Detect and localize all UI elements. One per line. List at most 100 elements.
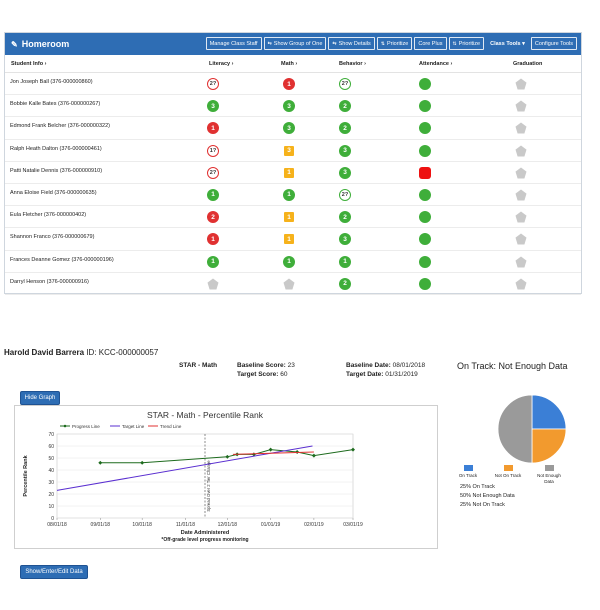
student-row[interactable]: Bobbie Kalle Bates (376-000000267) 3 3 2 [5, 95, 581, 118]
show-details-button[interactable]: ⇆ Show Details [328, 37, 375, 50]
math-score-badge[interactable]: 1 [284, 234, 294, 245]
behavior-score-badge[interactable]: 3 [339, 144, 351, 157]
progress-point[interactable] [268, 447, 273, 452]
pie-legend-item: Not Enough Data [534, 465, 564, 485]
literacy-score-badge[interactable]: 2? [207, 166, 219, 179]
behavior-score-badge[interactable]: 3 [339, 233, 351, 246]
student-row-name[interactable]: Shannon Franco (376-000000679) [10, 234, 95, 241]
literacy-score-badge[interactable]: 1 [207, 122, 219, 135]
behavior-score-badge[interactable]: 2 [339, 277, 351, 290]
configure-tools-button[interactable]: Configure Tools [530, 37, 577, 50]
literacy-score-badge[interactable]: 1? [207, 144, 219, 157]
attendance-status-icon[interactable] [419, 78, 431, 90]
series-line-1 [56, 445, 313, 491]
behavior-score-badge[interactable]: 2 [339, 100, 351, 113]
col-attendance[interactable]: Attendance › [419, 61, 452, 67]
literacy-score-badge[interactable]: 2 [207, 211, 219, 224]
pencil-icon[interactable]: ✎ [11, 39, 18, 49]
student-row[interactable]: Patti Natalie Dennis (376-000000910) 2? 1 3 [5, 162, 581, 184]
show-enter-edit-data-button[interactable]: Show/Enter/Edit Data [20, 565, 88, 579]
student-row-name[interactable]: Patti Natalie Dennis (376-000000910) [10, 167, 103, 174]
math-score-badge[interactable]: 1 [284, 212, 294, 223]
on-track-title: On Track: Not Enough Data [457, 361, 568, 371]
chart-title: STAR - Math - Percentile Rank [147, 410, 264, 420]
student-row[interactable]: Shannon Franco (376-000000679) 1 1 3 [5, 228, 581, 251]
col-student-info[interactable]: Student Info › [11, 61, 46, 67]
y-tick-label: 50 [48, 456, 54, 462]
col-math[interactable]: Math › [281, 61, 297, 67]
attendance-status-icon[interactable] [419, 188, 431, 201]
student-row[interactable]: Edmond Frank Belcher (376-000000322) 1 3 2 [5, 117, 581, 140]
core-plus-button[interactable]: Core Plus [414, 37, 447, 50]
pie-slice[interactable] [531, 394, 567, 430]
student-row-name[interactable]: Eula Fletcher (376-000000402) [10, 212, 87, 219]
attendance-status-icon[interactable] [419, 166, 431, 179]
student-row-name[interactable]: Darryl Henson (376-000000916) [10, 278, 89, 285]
col-literacy[interactable]: Literacy › [209, 61, 233, 67]
prioritize-button[interactable]: ⇅ Prioritize [376, 37, 413, 50]
chevron-right-icon: › [43, 61, 47, 67]
behavior-score-badge[interactable]: 2? [339, 78, 351, 90]
student-row-name[interactable]: Frances Deanne Gomez (376-000000196) [10, 256, 114, 263]
pie-slice[interactable] [531, 428, 567, 464]
class-tools-dropdown[interactable]: Class Tools ▾ [486, 37, 529, 50]
student-row[interactable]: Ralph Heath Dalton (376-000000461) 1? 3 3 [5, 140, 581, 162]
x-tick-label: 09/01/18 [91, 522, 111, 528]
math-score-badge[interactable]: 1 [283, 188, 295, 201]
x-tick-label: 08/01/18 [47, 522, 67, 528]
manage-class-staff-button[interactable]: Manage Class Staff [205, 37, 262, 50]
attendance-status-icon[interactable] [419, 100, 431, 113]
literacy-score-badge[interactable]: 1 [207, 233, 219, 246]
prioritize-2-button[interactable]: ⇅ Prioritize [448, 37, 485, 50]
col-literacy-label: Literacy [209, 61, 231, 67]
student-row-name[interactable]: Ralph Heath Dalton (376-000000461) [10, 145, 102, 152]
progress-point[interactable] [351, 447, 355, 452]
assessment-name-text: STAR - Math [179, 362, 218, 369]
math-score-badge[interactable]: 1 [283, 78, 295, 90]
target-score-label: Target Score: [237, 371, 279, 378]
y-tick-label: 0 [51, 516, 54, 522]
literacy-score-badge[interactable]: 1 [207, 255, 219, 268]
attendance-status-icon[interactable] [419, 211, 431, 224]
student-row-name[interactable]: Jon Joseph Ball (376-000000860) [10, 79, 93, 85]
math-score-badge[interactable]: 3 [283, 100, 295, 113]
pie-slice[interactable] [497, 394, 533, 464]
col-behavior-label: Behavior [339, 61, 363, 67]
behavior-score-badge[interactable]: 2 [339, 122, 351, 135]
student-row[interactable]: Anna Eloise Field (376-000000635) 1 1 2? [5, 184, 581, 207]
attendance-status-icon[interactable] [419, 255, 431, 268]
progress-point[interactable] [98, 460, 103, 465]
col-behavior[interactable]: Behavior › [339, 61, 366, 67]
behavior-score-badge[interactable]: 2 [339, 211, 351, 224]
progress-point[interactable] [311, 453, 316, 458]
math-score-badge[interactable]: 1 [284, 167, 294, 178]
attendance-status-icon[interactable] [419, 122, 431, 135]
student-row[interactable]: Frances Deanne Gomez (376-000000196) 1 1 1 [5, 251, 581, 273]
student-row[interactable]: Eula Fletcher (376-000000402) 2 1 2 [5, 206, 581, 229]
literacy-score-badge[interactable]: 3 [207, 100, 219, 113]
behavior-score-badge[interactable]: 2? [339, 188, 351, 201]
behavior-score-badge[interactable]: 3 [339, 166, 351, 179]
math-score-badge[interactable]: 3 [283, 122, 295, 135]
math-score-badge[interactable]: 1 [283, 255, 295, 268]
attendance-status-icon[interactable] [419, 277, 431, 290]
prioritize-2-label: Prioritize [458, 40, 481, 47]
attendance-status-icon[interactable] [419, 233, 431, 246]
student-row[interactable]: Jon Joseph Ball (376-000000860) 2? 1 2? [5, 73, 581, 96]
student-row-name[interactable]: Bobbie Kalle Bates (376-000000267) [10, 101, 101, 108]
literacy-score-badge[interactable]: 1 [207, 188, 219, 201]
progress-point[interactable] [140, 460, 145, 465]
show-group-of-one-button[interactable]: ⇆ Show Group of One [263, 37, 327, 50]
hide-graph-button[interactable]: Hide Graph [20, 391, 60, 405]
literacy-score-badge[interactable]: 2? [207, 78, 219, 90]
behavior-score-badge[interactable]: 1 [339, 255, 351, 268]
attendance-status-icon[interactable] [419, 144, 431, 157]
student-row-name[interactable]: Anna Eloise Field (376-000000635) [10, 189, 97, 196]
math-score-badge[interactable]: 3 [284, 145, 294, 156]
assessment-name: STAR - Math [179, 362, 217, 369]
student-row[interactable]: Darryl Henson (376-000000916) 2 [5, 273, 581, 295]
student-row-name[interactable]: Edmond Frank Belcher (376-000000322) [10, 123, 110, 130]
pie-legend-label: On Track [458, 473, 478, 478]
baseline-score-value: 23 [287, 362, 295, 369]
col-graduation[interactable]: Graduation [513, 61, 543, 67]
